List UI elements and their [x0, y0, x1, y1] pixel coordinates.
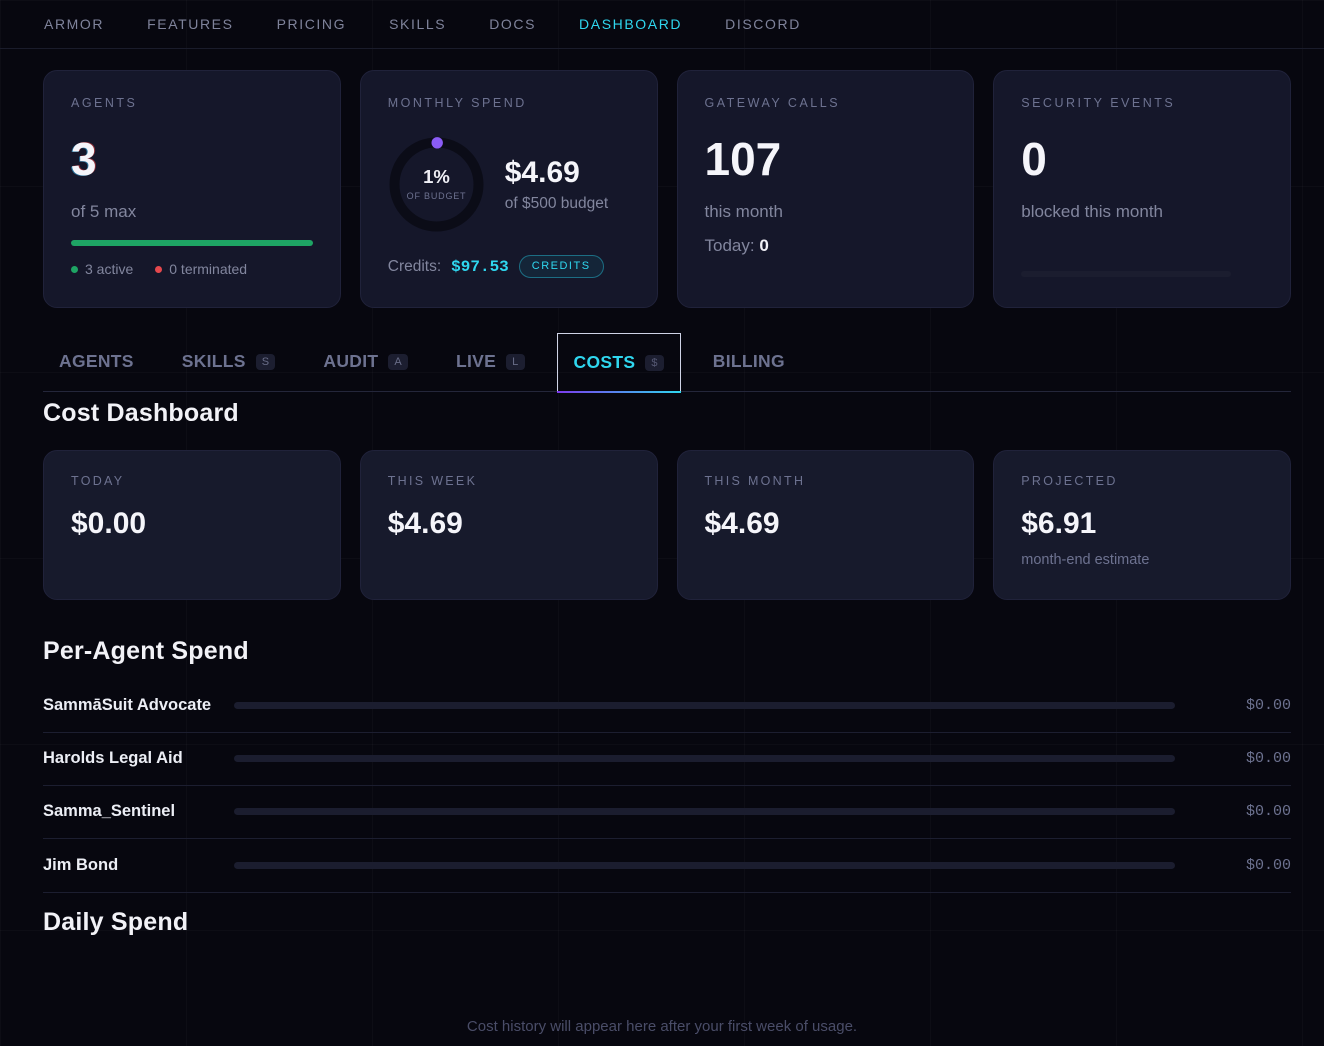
svg-text:1%: 1%: [423, 166, 450, 187]
svg-text:OF BUDGET: OF BUDGET: [406, 191, 466, 201]
